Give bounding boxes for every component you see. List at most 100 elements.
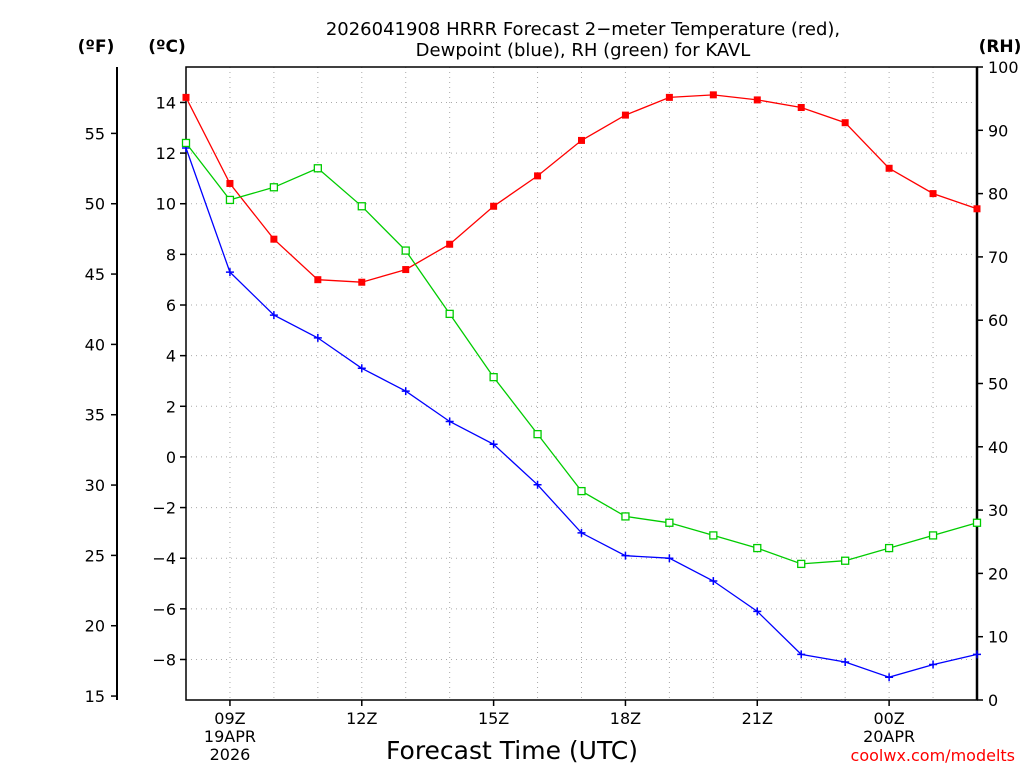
relative-humidity-point — [928, 531, 938, 540]
temperature-point — [841, 119, 849, 127]
relative-humidity-point — [577, 486, 586, 496]
rh-tick-label: 70 — [988, 248, 1008, 267]
x-tick-label: 15Z — [478, 709, 509, 728]
temperature-point — [226, 179, 234, 187]
relative-humidity-point — [269, 183, 279, 192]
celsius-tick-label: 8 — [166, 245, 176, 264]
relative-humidity-point — [972, 518, 982, 527]
temperature-point — [358, 278, 366, 286]
celsius-tick-label: 6 — [166, 296, 176, 315]
dewpoint-point — [841, 658, 850, 667]
fahrenheit-tick-label: 30 — [85, 476, 105, 495]
dewpoint-point — [973, 650, 981, 659]
relative-humidity-point — [621, 512, 630, 521]
temperature-point — [709, 91, 717, 99]
celsius-tick-label: 12 — [156, 144, 176, 163]
fahrenheit-unit-label: (ºF) — [78, 37, 115, 57]
dewpoint-point — [885, 673, 894, 682]
temperature-point — [621, 111, 629, 119]
rh-tick-label: 10 — [988, 628, 1008, 647]
dewpoint-point — [709, 576, 718, 585]
relative-humidity-point — [489, 373, 498, 382]
celsius-tick-label: 0 — [166, 448, 176, 467]
temperature-point — [270, 235, 278, 243]
x-tick-label: 18Z — [610, 709, 641, 728]
dewpoint-point — [445, 417, 454, 426]
celsius-unit-label: (ºC) — [148, 37, 186, 57]
temperature-point — [446, 240, 454, 248]
dewpoint-point — [313, 333, 322, 342]
relative-humidity-line — [185, 142, 978, 565]
relative-humidity-point — [841, 556, 850, 565]
dewpoint-point — [269, 311, 278, 320]
relative-humidity-point — [445, 309, 454, 319]
temperature-point — [578, 136, 585, 144]
relative-humidity-point — [753, 543, 762, 553]
rh-tick-label: 40 — [988, 438, 1008, 457]
rh-unit-label: (RH) — [979, 37, 1022, 57]
temperature-point — [490, 202, 498, 210]
temperature-point — [797, 104, 805, 112]
relative-humidity-point — [225, 195, 235, 205]
celsius-tick-label: 14 — [156, 93, 176, 112]
data-series — [181, 91, 982, 682]
x-tick-label: 2026 — [210, 745, 251, 764]
relative-humidity-point — [313, 164, 322, 173]
temperature-point — [973, 205, 981, 213]
fahrenheit-tick-label: 45 — [85, 265, 105, 284]
relative-humidity-point — [533, 429, 542, 439]
relative-humidity-point — [401, 246, 410, 255]
x-tick-label: 12Z — [346, 709, 377, 728]
temperature-point — [402, 266, 410, 274]
plot-frame — [185, 66, 978, 701]
rh-tick-label: 50 — [988, 375, 1008, 394]
x-tick-label: 09Z — [214, 709, 245, 728]
source-credit: coolwx.com/modelts — [851, 746, 1015, 765]
temperature-point — [534, 172, 542, 180]
temperature-point — [753, 96, 761, 104]
fahrenheit-tick-label: 35 — [85, 406, 105, 425]
dewpoint-point — [533, 480, 542, 489]
fahrenheit-tick-label: 50 — [85, 195, 105, 214]
fahrenheit-tick-label: 15 — [85, 687, 105, 706]
dewpoint-point — [621, 551, 630, 560]
celsius-tick-label: −8 — [152, 650, 176, 669]
fahrenheit-tick-label: 55 — [85, 124, 105, 143]
x-tick-label: 00Z — [873, 709, 904, 728]
relative-humidity-point — [884, 543, 894, 553]
rh-tick-label: 20 — [988, 564, 1008, 583]
dewpoint-point — [225, 268, 234, 277]
relative-humidity-point — [709, 531, 718, 540]
celsius-tick-label: −4 — [152, 549, 176, 568]
dewpoint-point — [929, 660, 938, 669]
rh-tick-label: 60 — [988, 311, 1008, 330]
dewpoint-point — [489, 440, 498, 449]
relative-humidity-point — [797, 559, 806, 569]
relative-humidity-point — [181, 138, 191, 148]
fahrenheit-tick-label: 40 — [85, 335, 105, 354]
temperature-point — [929, 190, 937, 198]
rh-tick-label: 0 — [988, 691, 998, 710]
temperature-point — [665, 93, 673, 101]
temperature-point — [314, 276, 322, 284]
dewpoint-point — [357, 364, 366, 373]
axes — [111, 66, 983, 706]
relative-humidity-point — [357, 202, 366, 211]
x-tick-label: 20APR — [863, 727, 915, 746]
grid-lines — [185, 67, 978, 700]
fahrenheit-tick-label: 25 — [85, 546, 105, 565]
celsius-tick-label: −2 — [152, 499, 176, 518]
x-axis-label: Forecast Time (UTC) — [386, 736, 638, 765]
rh-tick-label: 30 — [988, 501, 1008, 520]
chart-title-line-2: Dewpoint (blue), RH (green) for KAVL — [416, 40, 751, 61]
tick-labels: 14121086420−2−4−6−8555045403530252015100… — [85, 58, 1019, 764]
dewpoint-point — [797, 650, 806, 659]
dewpoint-point — [665, 554, 674, 563]
fahrenheit-tick-label: 20 — [85, 617, 105, 636]
celsius-tick-label: 10 — [156, 195, 176, 214]
dewpoint-point — [753, 607, 762, 616]
x-tick-label: 19APR — [204, 727, 256, 746]
rh-tick-label: 90 — [988, 121, 1008, 140]
rh-tick-label: 100 — [988, 58, 1019, 77]
